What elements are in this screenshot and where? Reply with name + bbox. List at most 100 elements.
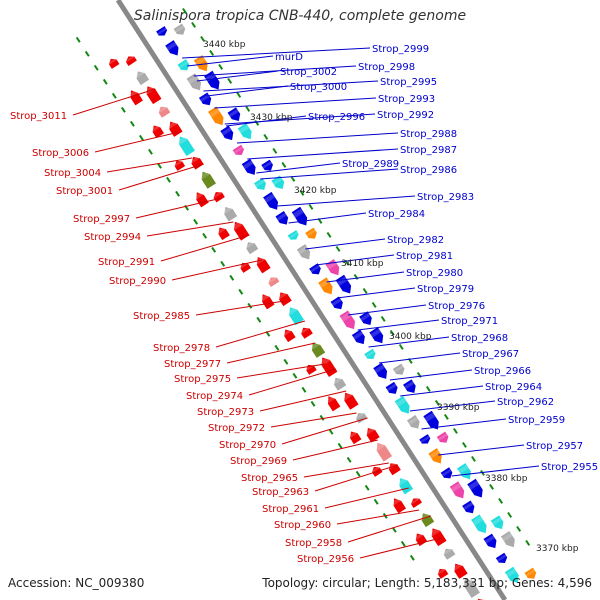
reverse-gene-label: Strop_2963 bbox=[252, 487, 309, 498]
ring-tick-0 bbox=[139, 134, 144, 141]
ring-tick-1 bbox=[452, 427, 458, 434]
reverse-gene-label: Strop_2975 bbox=[174, 374, 231, 385]
forward-leader-line bbox=[421, 418, 507, 430]
reverse-gene-feature bbox=[300, 326, 313, 339]
forward-leader-line bbox=[347, 304, 427, 316]
forward-gene-feature bbox=[232, 144, 244, 155]
ring-tick-0 bbox=[346, 456, 352, 463]
forward-gene-label: Strop_2998 bbox=[358, 62, 415, 73]
forward-gene-feature bbox=[406, 415, 420, 429]
forward-gene-feature bbox=[457, 463, 471, 480]
forward-gene-feature bbox=[351, 329, 365, 345]
ring-tick-0 bbox=[337, 442, 343, 449]
forward-gene-feature bbox=[208, 106, 224, 126]
ring-tick-0 bbox=[211, 246, 217, 253]
forward-gene-label: Strop_3002 bbox=[280, 67, 337, 78]
reverse-gene-feature bbox=[108, 58, 120, 69]
scale-label: 3410 kbp bbox=[341, 259, 384, 269]
reverse-gene-label: Strop_2985 bbox=[133, 311, 190, 322]
forward-gene-label: Strop_2955 bbox=[541, 462, 598, 473]
forward-gene-feature bbox=[504, 566, 519, 583]
forward-gene-label: Strop_2971 bbox=[441, 316, 498, 327]
forward-gene-feature bbox=[186, 73, 201, 91]
forward-gene-feature bbox=[392, 363, 405, 375]
reverse-gene-feature bbox=[475, 597, 489, 600]
forward-gene-feature bbox=[467, 478, 483, 498]
feature-track bbox=[108, 23, 537, 600]
genes-label: Genes: bbox=[511, 576, 554, 590]
length-label: Length: bbox=[374, 576, 421, 590]
reverse-gene-feature bbox=[144, 85, 162, 105]
forward-gene-feature bbox=[423, 410, 439, 430]
reverse-leader-line bbox=[303, 462, 389, 478]
topology-value: circular bbox=[322, 576, 367, 590]
scale-label: 3430 kbp bbox=[250, 113, 293, 123]
forward-gene-feature bbox=[483, 533, 497, 549]
reverse-gene-feature bbox=[239, 262, 251, 273]
forward-leader-line bbox=[357, 319, 440, 331]
forward-gene-feature bbox=[403, 379, 416, 393]
ring-tick-1 bbox=[335, 245, 341, 252]
ring-tick-0 bbox=[373, 498, 379, 505]
reverse-gene-feature bbox=[277, 291, 292, 307]
forward-gene-feature bbox=[263, 191, 279, 210]
ring-tick-0 bbox=[193, 218, 199, 225]
forward-gene-label: Strop_2982 bbox=[387, 235, 444, 246]
forward-gene-feature bbox=[156, 26, 168, 36]
ring-tick-1 bbox=[299, 189, 305, 196]
ring-tick-1 bbox=[489, 483, 494, 490]
ring-tick-0 bbox=[247, 302, 253, 309]
map-title: Salinispora tropica CNB-440, complete ge… bbox=[133, 8, 467, 24]
forward-leader-line bbox=[326, 271, 405, 283]
reverse-gene-feature bbox=[442, 547, 456, 560]
ring-tick-1 bbox=[434, 399, 440, 406]
forward-leader-line bbox=[260, 168, 399, 180]
forward-leader-line bbox=[247, 148, 399, 160]
accession-value: NC_009380 bbox=[75, 576, 145, 590]
ring-tick-0 bbox=[319, 414, 325, 421]
ring-tick-0 bbox=[93, 64, 99, 71]
accession-label: Accession: bbox=[8, 576, 72, 590]
ring-tick-0 bbox=[238, 288, 244, 295]
forward-leader-line bbox=[288, 212, 367, 224]
reverse-gene-feature bbox=[128, 89, 143, 106]
forward-gene-label: Strop_2980 bbox=[406, 268, 463, 279]
ring-tick-1 bbox=[516, 525, 522, 532]
reverse-leader-line bbox=[215, 320, 306, 348]
reverse-gene-feature bbox=[391, 497, 407, 514]
reverse-leader-line bbox=[248, 368, 337, 396]
reverse-gene-label: Strop_2997 bbox=[73, 214, 130, 225]
ring-tick-1 bbox=[272, 147, 278, 154]
reverse-gene-label: Strop_2977 bbox=[164, 359, 221, 370]
forward-gene-label: Strop_2992 bbox=[377, 110, 434, 121]
reverse-leader-line bbox=[160, 234, 250, 262]
ring-tick-0 bbox=[84, 50, 90, 57]
forward-gene-label: Strop_2999 bbox=[372, 44, 429, 55]
reverse-gene-feature bbox=[342, 391, 359, 410]
reverse-gene-feature bbox=[212, 191, 225, 203]
reverse-gene-label: Strop_3006 bbox=[32, 148, 89, 159]
reverse-gene-label: Strop_2978 bbox=[153, 343, 210, 354]
reverse-leader-line bbox=[236, 363, 325, 379]
ring-tick-0 bbox=[148, 148, 153, 155]
ring-tick-1 bbox=[245, 105, 251, 112]
ring-tick-0 bbox=[409, 554, 415, 561]
reverse-gene-feature bbox=[134, 70, 150, 86]
forward-gene-label: Strop_2962 bbox=[497, 397, 554, 408]
ring-tick-0 bbox=[175, 190, 180, 197]
reverse-gene-feature bbox=[305, 364, 317, 375]
forward-gene-feature bbox=[173, 23, 186, 35]
reverse-leader-line bbox=[135, 197, 222, 219]
forward-gene-feature bbox=[241, 158, 256, 175]
scale-label: 3370 kbp bbox=[536, 544, 579, 554]
ring-tick-0 bbox=[102, 78, 108, 85]
ring-tick-1 bbox=[209, 49, 215, 56]
forward-gene-label: Strop_2976 bbox=[428, 301, 485, 312]
scale-label: 3420 kbp bbox=[294, 186, 337, 196]
forward-gene-feature bbox=[436, 431, 449, 443]
reverse-gene-feature bbox=[199, 170, 217, 189]
ring-tick-1 bbox=[281, 161, 287, 168]
reverse-leader-line bbox=[195, 300, 285, 316]
scale-label: 3400 kbp bbox=[389, 332, 432, 342]
reverse-gene-label: Strop_2972 bbox=[208, 423, 265, 434]
